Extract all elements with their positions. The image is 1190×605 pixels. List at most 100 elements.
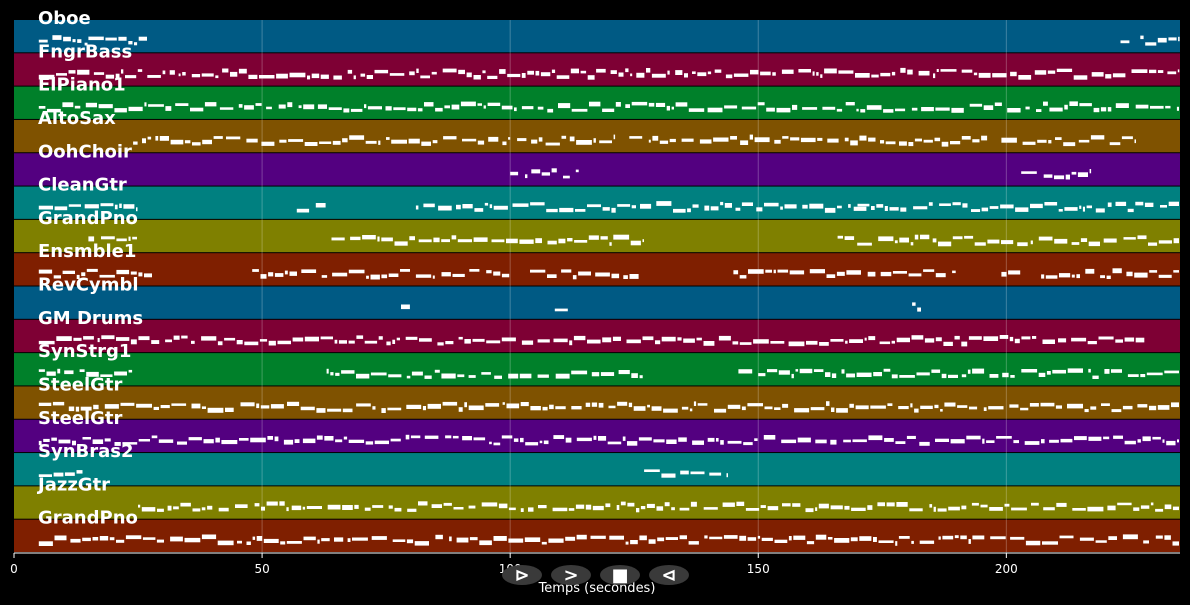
- forward-button[interactable]: >: [551, 565, 591, 586]
- note-segment: [1014, 338, 1020, 344]
- note-segment: [552, 507, 568, 512]
- note-segment: [473, 237, 488, 242]
- note-segment: [327, 504, 341, 510]
- note-segment: [157, 508, 164, 512]
- note-segment: [1168, 201, 1179, 206]
- note-segment: [1107, 202, 1112, 207]
- note-segment: [870, 405, 886, 409]
- note-segment: [876, 204, 884, 208]
- note-segment: [56, 73, 67, 76]
- note-segment: [653, 439, 665, 443]
- track-label-2: ElPiano1: [38, 75, 126, 96]
- note-segment: [38, 402, 52, 406]
- note-segment: [63, 36, 71, 42]
- note-segment: [899, 237, 909, 243]
- note-segment: [1048, 140, 1052, 144]
- note-segment: [263, 538, 279, 543]
- note-segment: [494, 375, 502, 379]
- x-tick-label: 200: [995, 562, 1018, 576]
- track-label-12: SteelGtr: [38, 408, 123, 429]
- note-segment: [630, 240, 641, 246]
- note-segment: [1021, 171, 1037, 174]
- note-segment: [512, 203, 529, 207]
- note-segment: [1112, 268, 1122, 274]
- rewind-button[interactable]: ⊲: [649, 565, 689, 586]
- note-segment: [276, 73, 288, 79]
- note-segment: [908, 142, 914, 147]
- note-segment: [116, 269, 130, 275]
- note-segment: [327, 408, 342, 412]
- note-segment: [453, 507, 464, 510]
- note-segment: [1021, 369, 1038, 373]
- note-segment: [539, 440, 543, 444]
- note-segment: [1037, 139, 1047, 143]
- note-segment: [406, 404, 422, 409]
- note-segment: [114, 204, 118, 210]
- note-segment: [587, 339, 601, 344]
- note-segment: [764, 406, 773, 410]
- note-segment: [1041, 274, 1045, 279]
- note-segment: [502, 402, 505, 405]
- note-segment: [1127, 374, 1139, 377]
- play-button[interactable]: ⊳: [502, 565, 542, 586]
- note-segment: [663, 408, 678, 413]
- note-segment: [401, 304, 410, 310]
- note-segment: [535, 70, 540, 76]
- note-segment: [1122, 534, 1138, 540]
- track-lane-3: [14, 119, 1180, 153]
- note-segment: [115, 73, 120, 79]
- track-lane-0: [14, 20, 1180, 53]
- note-segment: [469, 537, 478, 541]
- note-segment: [356, 403, 371, 407]
- stop-button[interactable]: ■: [600, 565, 640, 586]
- note-segment: [84, 204, 99, 209]
- note-segment: [931, 369, 941, 373]
- note-segment: [431, 504, 442, 508]
- note-segment: [883, 368, 891, 372]
- note-segment: [1071, 274, 1075, 278]
- note-segment: [493, 205, 508, 210]
- note-segment: [677, 337, 682, 341]
- note-segment: [575, 504, 585, 509]
- note-segment: [758, 373, 766, 377]
- note-segment: [570, 68, 579, 74]
- note-segment: [130, 271, 137, 275]
- note-segment: [58, 439, 71, 444]
- note-segment: [1124, 337, 1135, 342]
- note-segment: [468, 405, 484, 411]
- note-segment: [1088, 368, 1091, 373]
- note-segment: [716, 438, 719, 442]
- note-segment: [304, 336, 319, 342]
- note-segment: [780, 206, 783, 210]
- note-segment: [343, 436, 348, 440]
- note-segment: [38, 474, 52, 477]
- note-segment: [576, 437, 592, 442]
- note-segment: [527, 70, 534, 75]
- note-segment: [935, 273, 946, 278]
- note-segment: [190, 107, 204, 112]
- note-segment: [482, 70, 486, 74]
- note-segment: [1054, 175, 1065, 180]
- note-segment: [732, 341, 739, 345]
- note-segment: [1084, 409, 1089, 413]
- note-segment: [260, 405, 270, 409]
- note-segment: [885, 141, 896, 145]
- note-segment: [950, 439, 965, 444]
- note-segment: [587, 75, 595, 80]
- note-segment: [105, 37, 117, 41]
- note-segment: [148, 104, 164, 107]
- note-segment: [324, 436, 334, 441]
- note-segment: [371, 536, 387, 540]
- note-segment: [646, 68, 651, 73]
- track-label-13: SynBras2: [38, 441, 134, 462]
- note-segment: [1086, 205, 1092, 209]
- note-segment: [283, 439, 294, 445]
- note-segment: [910, 403, 913, 408]
- note-segment: [966, 435, 981, 440]
- note-segment: [782, 136, 789, 139]
- note-segment: [508, 507, 516, 511]
- note-segment: [656, 201, 672, 206]
- note-segment: [342, 138, 348, 143]
- note-segment: [521, 73, 526, 78]
- note-segment: [1071, 242, 1080, 245]
